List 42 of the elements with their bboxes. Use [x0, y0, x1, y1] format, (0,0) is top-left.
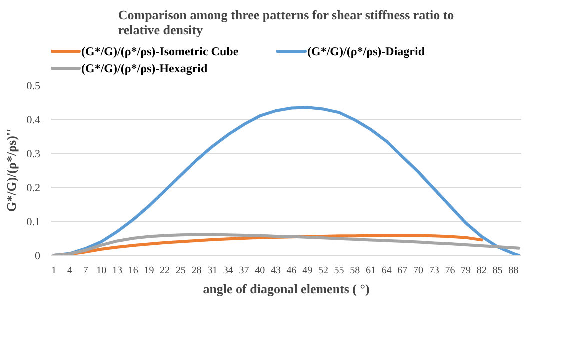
x-tick-label: 46: [286, 266, 297, 276]
x-tick-label: 4: [67, 266, 72, 276]
x-tick-label: 52: [318, 266, 328, 276]
y-tick-label: 0.4: [26, 114, 41, 126]
chart-title: Comparison among three patterns for shear stiffness ratio to relative density: [118, 8, 454, 38]
legend-label: (G*/G)/(ρ*/ρs)-Hexagrid: [82, 62, 208, 76]
x-tick-label: 13: [112, 266, 123, 276]
y-tick-label: 0.5: [26, 80, 41, 92]
x-tick-label: 25: [176, 266, 186, 276]
y-tick-label: 0.1: [26, 216, 40, 228]
legend-label: (G*/G)/(ρ*/ρs)-Isometric Cube: [82, 44, 240, 58]
x-tick-label: 58: [350, 266, 360, 276]
x-tick-label: 43: [270, 266, 281, 276]
x-tick-label: 70: [414, 266, 424, 276]
x-tick-label: 76: [445, 266, 456, 276]
x-tick-label: 22: [160, 266, 170, 276]
x-tick-label: 10: [96, 266, 107, 276]
x-axis-title: angle of diagonal elements ( °): [203, 282, 370, 296]
y-tick-label: 0: [35, 250, 41, 262]
x-tick-label: 7: [83, 266, 88, 276]
x-tick-label: 40: [255, 266, 266, 276]
x-tick-label: 16: [128, 266, 138, 276]
x-tick-label: 67: [398, 266, 408, 276]
y-tick-label: 0.2: [26, 182, 40, 194]
x-tick-label: 31: [208, 266, 218, 276]
x-tick-label: 37: [239, 266, 250, 276]
legend-label: (G*/G)/(ρ*/ρs)-Diagrid: [308, 44, 426, 58]
y-axis-title: G*/G)/(ρ*/ρs)'': [4, 128, 19, 212]
x-tick-label: 82: [476, 266, 487, 276]
x-tick-label: 88: [508, 266, 519, 276]
x-tick-label: 55: [334, 266, 344, 276]
x-tick-label: 34: [223, 266, 234, 276]
x-tick-label: 79: [461, 266, 472, 276]
x-tick-label: 85: [492, 266, 503, 276]
x-tick-label: 49: [302, 266, 313, 276]
x-tick-label: 64: [382, 266, 392, 276]
x-tick-label: 73: [429, 266, 440, 276]
x-tick-label: 1: [52, 266, 57, 276]
x-tick-label: 61: [366, 266, 376, 276]
y-tick-label: 0.3: [26, 148, 41, 160]
x-tick-label: 19: [144, 266, 154, 276]
x-tick-label: 28: [192, 266, 202, 276]
